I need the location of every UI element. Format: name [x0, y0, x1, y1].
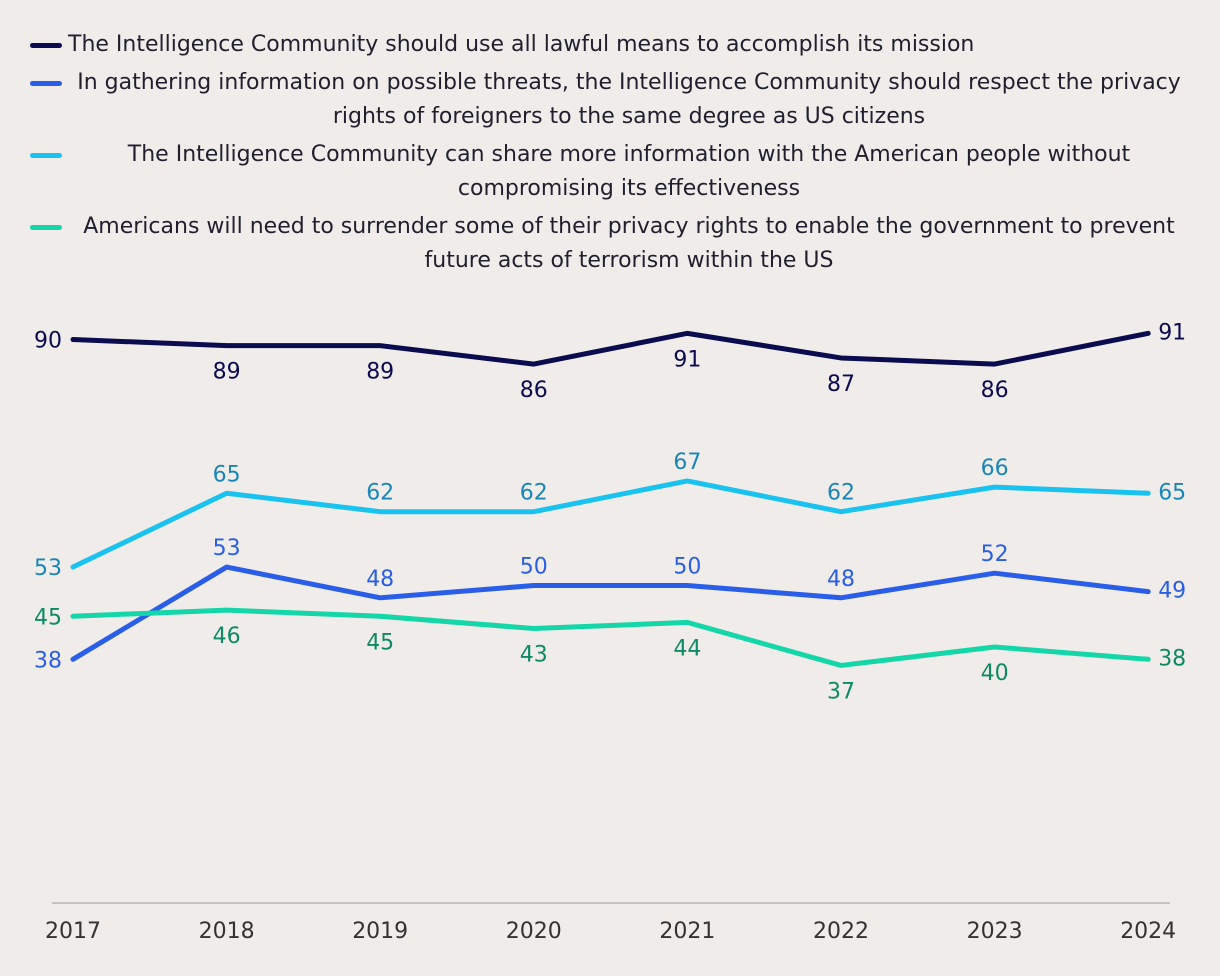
data-label: 52 — [981, 542, 1009, 567]
legend-item-foreigner-privacy: In gathering information on possible thr… — [30, 66, 1190, 134]
data-label: 89 — [366, 360, 394, 385]
x-tick-label: 2022 — [813, 919, 869, 944]
data-label: 91 — [1158, 320, 1186, 345]
series-line-2 — [70, 564, 1151, 662]
data-label: 46 — [213, 624, 241, 649]
data-label: 89 — [213, 360, 241, 385]
data-label: 65 — [1158, 480, 1186, 505]
data-label: 37 — [827, 679, 855, 704]
data-label: 49 — [1158, 579, 1186, 604]
legend-item-surrender-privacy: Americans will need to surrender some of… — [30, 210, 1190, 278]
data-label: 38 — [34, 648, 62, 673]
data-label: 38 — [1158, 646, 1186, 671]
data-label: 50 — [520, 555, 548, 580]
data-label: 86 — [981, 378, 1009, 403]
data-label: 48 — [827, 567, 855, 592]
data-label: 66 — [981, 456, 1009, 481]
x-tick-label: 2023 — [967, 919, 1023, 944]
legend-item-lawful-means: The Intelligence Community should use al… — [30, 28, 1190, 62]
data-label: 90 — [34, 329, 62, 354]
x-tick-label: 2017 — [45, 919, 101, 944]
series-line-1 — [70, 330, 1151, 367]
data-label: 40 — [981, 661, 1009, 686]
data-label: 43 — [520, 643, 548, 668]
x-tick-label: 2019 — [352, 919, 408, 944]
legend-label: Americans will need to surrender some of… — [83, 214, 1175, 273]
data-label: 62 — [827, 481, 855, 506]
legend-swatch — [30, 225, 62, 230]
legend-label: In gathering information on possible thr… — [77, 70, 1181, 129]
data-label: 53 — [213, 536, 241, 561]
x-tick-label: 2024 — [1120, 919, 1176, 944]
data-label: 45 — [34, 605, 62, 630]
data-label: 65 — [213, 462, 241, 487]
legend-label: The Intelligence Community can share mor… — [127, 142, 1131, 201]
data-label: 67 — [673, 450, 701, 475]
data-label: 87 — [827, 372, 855, 397]
series-line-3 — [70, 478, 1151, 570]
legend-item-share-information: The Intelligence Community can share mor… — [30, 138, 1190, 206]
legend-label: The Intelligence Community should use al… — [68, 32, 975, 57]
x-tick-label: 2020 — [506, 919, 562, 944]
legend: The Intelligence Community should use al… — [30, 28, 1190, 282]
series-line-4 — [70, 607, 1151, 668]
data-label: 53 — [34, 556, 62, 581]
x-tick-label: 2018 — [199, 919, 255, 944]
data-label: 91 — [673, 347, 701, 372]
legend-swatch — [30, 81, 62, 86]
data-label: 86 — [520, 378, 548, 403]
legend-swatch — [30, 43, 62, 48]
data-label: 44 — [673, 636, 701, 661]
data-label: 45 — [366, 630, 394, 655]
data-label: 50 — [673, 555, 701, 580]
x-tick-label: 2021 — [659, 919, 715, 944]
data-label: 62 — [520, 481, 548, 506]
data-label: 48 — [366, 567, 394, 592]
legend-swatch — [30, 153, 62, 158]
data-label: 62 — [366, 481, 394, 506]
